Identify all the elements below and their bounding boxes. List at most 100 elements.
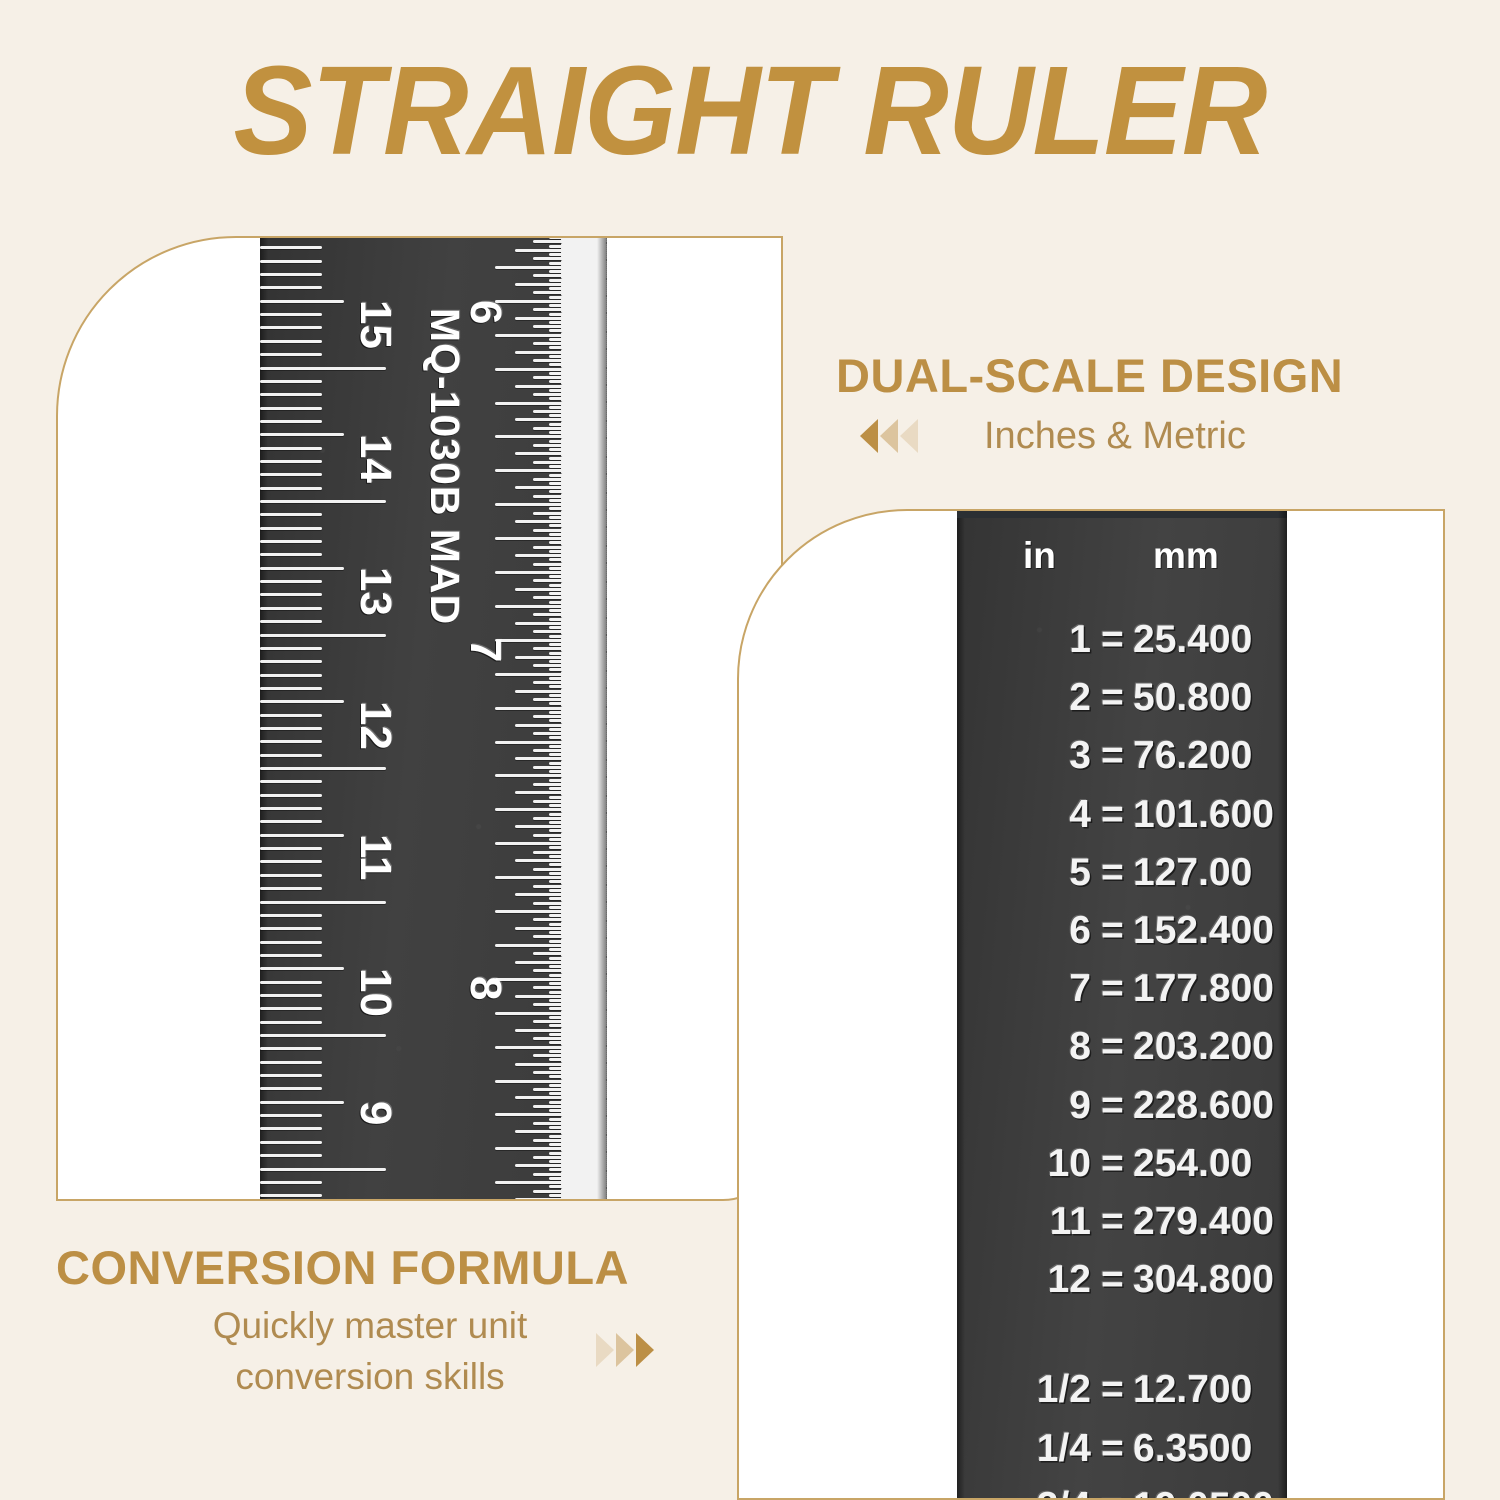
ruler-inch-label: 8 bbox=[461, 976, 510, 1001]
ruler-tick bbox=[561, 539, 607, 543]
ruler-tick bbox=[495, 910, 607, 913]
ruler-tick bbox=[561, 696, 607, 699]
ruler-tick bbox=[260, 273, 322, 277]
ruler-tick bbox=[561, 386, 607, 390]
ruler-tick bbox=[561, 988, 607, 992]
ruler-tick bbox=[495, 1113, 607, 1117]
ruler-tick bbox=[495, 401, 607, 405]
ruler-tick bbox=[549, 295, 607, 299]
ruler-tick bbox=[561, 611, 607, 615]
ruler-tick bbox=[561, 1153, 607, 1157]
ruler-tick bbox=[561, 933, 607, 937]
ruler-tick bbox=[515, 1198, 607, 1199]
ruler-tick bbox=[549, 846, 607, 850]
ruler-tick bbox=[549, 1066, 607, 1070]
conversion-mm-value: 19.0500 bbox=[1133, 1485, 1274, 1498]
ruler-tick bbox=[561, 691, 607, 695]
ruler-tick bbox=[260, 366, 386, 370]
ruler-tick bbox=[533, 409, 607, 413]
conversion-in-value: 12 bbox=[1047, 1258, 1091, 1302]
ruler-cm-label: 15 bbox=[351, 300, 400, 349]
ruler-tick bbox=[495, 943, 607, 947]
ruler-tick bbox=[515, 1062, 607, 1066]
ruler-tick bbox=[561, 1098, 607, 1102]
ruler-tick bbox=[260, 246, 322, 250]
chevron-right-icon bbox=[636, 1333, 654, 1367]
ruler-tick bbox=[561, 717, 607, 721]
ruler-tick bbox=[561, 801, 607, 805]
ruler-tick bbox=[561, 331, 607, 335]
ruler-tick bbox=[533, 426, 607, 430]
ruler-tick bbox=[549, 371, 607, 375]
ruler-tick bbox=[260, 1114, 322, 1118]
ruler-tick bbox=[533, 562, 607, 566]
ruler-tick bbox=[549, 617, 607, 621]
ruler-tick bbox=[561, 547, 607, 551]
ruler-tick bbox=[549, 278, 607, 282]
ruler-tick bbox=[515, 452, 607, 456]
ruler-tick bbox=[561, 670, 607, 674]
ruler-tick bbox=[561, 301, 607, 305]
ruler-tick bbox=[561, 289, 607, 293]
ruler-tick bbox=[495, 367, 607, 371]
ruler-tick bbox=[549, 490, 607, 494]
ruler-tick bbox=[561, 454, 607, 458]
ruler-tick bbox=[549, 939, 607, 943]
ruler-tick bbox=[533, 579, 607, 583]
conversion-equals-sign: = bbox=[1101, 676, 1124, 720]
conversion-in-value: 5 bbox=[1069, 850, 1091, 894]
ruler-tick bbox=[561, 1005, 607, 1009]
conversion-mm-value: 76.200 bbox=[1133, 734, 1253, 778]
ruler-tick bbox=[549, 1117, 607, 1121]
ruler-tick bbox=[561, 526, 607, 530]
ruler-tick bbox=[495, 503, 607, 507]
ruler-tick bbox=[549, 363, 607, 367]
ruler-tick bbox=[561, 365, 607, 369]
ruler-tick bbox=[260, 459, 322, 463]
ruler-tick bbox=[533, 443, 607, 447]
ruler-tick bbox=[561, 734, 607, 738]
ruler-tick bbox=[561, 522, 607, 526]
ruler-tick bbox=[561, 903, 607, 907]
ruler-tick bbox=[549, 965, 607, 969]
ruler-tick bbox=[561, 954, 607, 958]
ruler-tick bbox=[515, 350, 607, 354]
ruler-tick bbox=[549, 575, 607, 579]
dual-scale-heading: DUAL-SCALE DESIGN bbox=[836, 349, 1344, 402]
ruler-tick bbox=[515, 418, 607, 422]
ruler-tick bbox=[533, 1189, 607, 1193]
ruler-tick bbox=[561, 1166, 607, 1170]
conversion-equals-sign: = bbox=[1101, 1083, 1124, 1127]
ruler-tick bbox=[561, 687, 607, 691]
ruler-tick bbox=[260, 833, 344, 837]
ruler-tick bbox=[561, 280, 607, 284]
ruler-tick bbox=[549, 787, 607, 791]
ruler-tick bbox=[561, 340, 607, 344]
ruler-tick bbox=[561, 789, 607, 793]
ruler-tick bbox=[549, 982, 607, 986]
ruler-tick bbox=[533, 935, 607, 939]
ruler-tick bbox=[495, 977, 607, 981]
ruler-tick bbox=[549, 482, 607, 485]
ruler-tick bbox=[260, 1034, 386, 1037]
conversion-row: 4 = 101.600 bbox=[957, 793, 1287, 845]
ruler-tick bbox=[515, 994, 607, 998]
ruler-tick bbox=[549, 685, 607, 689]
conversion-in-value: 7 bbox=[1069, 967, 1091, 1011]
ruler-tick bbox=[495, 1045, 607, 1049]
ruler-tick bbox=[515, 486, 607, 490]
ruler-tick bbox=[549, 431, 607, 435]
ruler-tick bbox=[561, 873, 607, 877]
conversion-row: 10 = 254.00 bbox=[957, 1142, 1287, 1194]
conversion-in-value: 4 bbox=[1069, 792, 1091, 836]
ruler-tick bbox=[561, 950, 607, 954]
ruler-tick bbox=[561, 513, 607, 517]
conversion-in-value: 11 bbox=[1049, 1200, 1091, 1243]
ruler-tick bbox=[561, 1047, 607, 1051]
ruler-tick bbox=[561, 1043, 607, 1047]
ruler-tick bbox=[561, 1115, 607, 1119]
ruler-tick bbox=[561, 818, 607, 822]
ruler-tick bbox=[561, 407, 607, 411]
ruler-tick bbox=[533, 698, 607, 702]
